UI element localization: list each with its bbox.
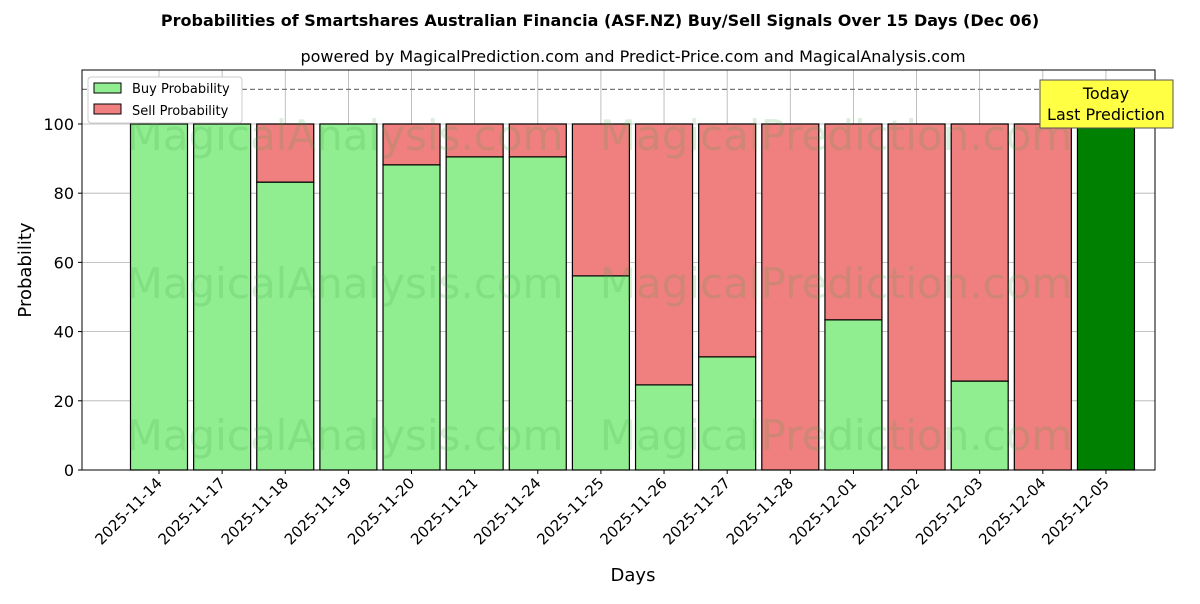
watermarks: MagicalAnalysis.com MagicalPrediction.com… [127, 111, 1073, 460]
x-tick-label: 2025-11-28 [723, 474, 797, 548]
buy-bar [319, 123, 378, 471]
sell-bar [508, 123, 567, 158]
buy-bar [698, 356, 757, 471]
today-annotation: Today Last Prediction [1039, 79, 1174, 129]
x-tick-label: 2025-11-18 [218, 474, 292, 548]
sell-bar [1013, 123, 1072, 471]
watermark: MagicalPrediction.com [600, 111, 1073, 160]
x-tick-label: 2025-11-14 [91, 474, 165, 548]
sell-bar [445, 123, 504, 158]
x-tick-label: 2025-11-24 [470, 474, 544, 548]
buy-bar [824, 319, 883, 471]
sell-bar [634, 123, 694, 386]
buy-bar [950, 380, 1009, 471]
x-tick-label: 2025-11-27 [660, 474, 734, 548]
sell-bar [698, 123, 757, 358]
y-tick-label: 60 [54, 253, 74, 272]
watermark: MagicalPrediction.com [600, 259, 1073, 308]
legend-swatch-sell [93, 103, 122, 115]
buy-bar [571, 275, 631, 471]
sell-bar [887, 123, 946, 471]
chart-title: Probabilities of Smartshares Australian … [161, 11, 1039, 30]
sell-bar [761, 123, 820, 471]
x-tick-label: 2025-11-19 [281, 474, 355, 548]
buy-bar [382, 164, 441, 471]
x-tick-label: 2025-12-02 [849, 474, 923, 548]
y-tick-label: 0 [64, 461, 74, 480]
sell-bar [382, 123, 441, 166]
legend: Buy Probability Sell Probability [87, 76, 243, 124]
x-tick-label: 2025-12-01 [786, 474, 860, 548]
x-tick-label: 2025-11-17 [155, 474, 229, 548]
sell-bar [256, 123, 315, 183]
sell-bar [824, 123, 883, 321]
watermark: MagicalPrediction.com [600, 411, 1073, 460]
x-tick-label: 2025-11-25 [533, 474, 607, 548]
y-axis-label: Probability [15, 222, 36, 317]
legend-label-buy: Buy Probability [132, 82, 230, 97]
y-tick-label: 40 [54, 323, 74, 342]
x-tick-label: 2025-12-03 [912, 474, 986, 548]
buy-bar [256, 181, 315, 471]
annotation-line1: Today [1082, 84, 1129, 103]
x-tick-label: 2025-12-05 [1038, 474, 1112, 548]
x-tick-label: 2025-12-04 [975, 474, 1049, 548]
x-axis-label: Days [611, 565, 656, 586]
watermark: MagicalAnalysis.com [127, 411, 564, 460]
plot-frame [81, 69, 1156, 471]
x-tick-label: 2025-11-21 [407, 474, 481, 548]
legend-label-sell: Sell Probability [132, 104, 229, 119]
sell-bar [950, 123, 1009, 382]
bars [129, 123, 1136, 471]
sell-bar [571, 123, 631, 277]
y-tick-label: 100 [43, 115, 74, 134]
x-tick-label: 2025-11-26 [596, 474, 670, 548]
buy-bar [508, 156, 567, 471]
chart-subtitle: powered by MagicalPrediction.com and Pre… [300, 47, 965, 66]
y-tick-label: 20 [54, 392, 74, 411]
buy-bar [1076, 123, 1136, 471]
buy-bar [634, 384, 694, 471]
watermark: MagicalAnalysis.com [127, 259, 564, 308]
annotation-line2: Last Prediction [1047, 105, 1165, 124]
x-tick-label: 2025-11-20 [344, 474, 418, 548]
y-tick-label: 80 [54, 184, 74, 203]
legend-swatch-buy [93, 82, 122, 94]
